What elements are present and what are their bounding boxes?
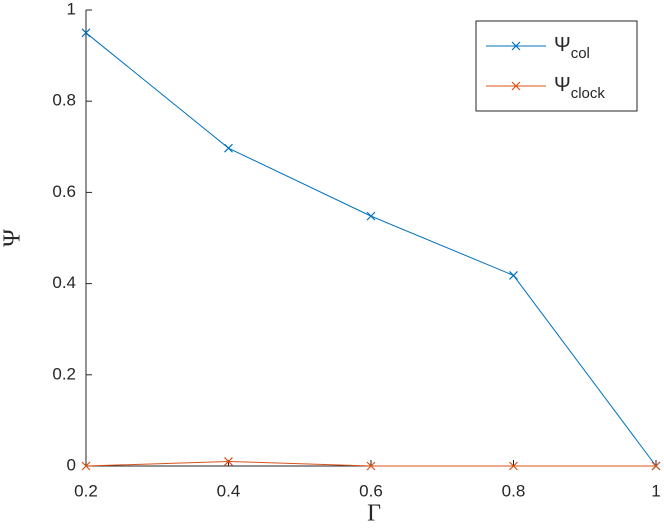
legend-label: Ψcol <box>554 34 590 62</box>
y-tick-label: 0 <box>67 455 76 474</box>
y-tick-label: 0.8 <box>52 91 76 110</box>
marker <box>509 270 518 280</box>
x-tick-label: 0.2 <box>74 481 98 500</box>
legend-label: Ψclock <box>554 74 605 102</box>
y-tick-label: 0.2 <box>52 364 76 383</box>
marker <box>509 461 518 471</box>
marker <box>366 211 376 221</box>
marker <box>81 28 91 38</box>
x-tick-label: 0.4 <box>217 481 241 500</box>
y-axis-label: Ψ <box>0 229 26 247</box>
legend-marker <box>511 41 521 51</box>
legend-marker <box>511 81 521 91</box>
x-axis-label: Γ <box>367 501 381 527</box>
x-tick-label: 0.8 <box>502 481 526 500</box>
marker <box>651 461 661 471</box>
marker <box>224 457 233 466</box>
x-tick-label: 0.6 <box>359 481 383 500</box>
legend-box <box>475 20 638 112</box>
y-tick-label: 0.4 <box>52 273 76 292</box>
marker <box>224 143 233 153</box>
x-tick-label: 1 <box>651 481 660 500</box>
marker <box>366 461 376 471</box>
y-tick-label: 1 <box>67 0 76 18</box>
marker <box>81 461 91 471</box>
y-tick-label: 0.6 <box>52 182 76 201</box>
